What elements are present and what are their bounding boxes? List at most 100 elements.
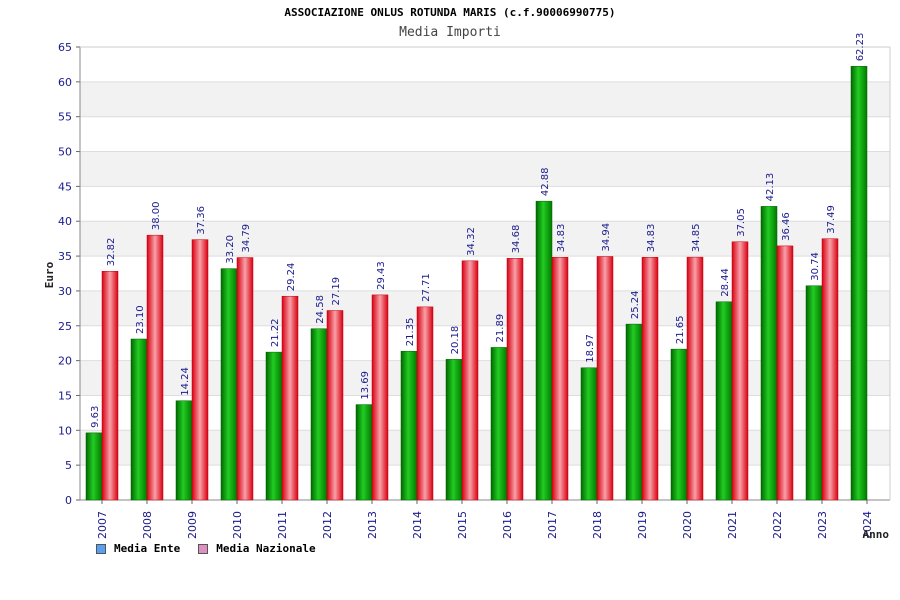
x-tick-label: 2017 [546,511,559,539]
data-label: 24.58 [315,295,326,324]
bar-ente [490,347,508,501]
bar-nazionale [281,295,299,501]
data-label: 34.83 [556,224,567,253]
x-tick-label: 2015 [456,511,469,539]
x-tick-label: 2018 [591,511,604,539]
data-label: 62.23 [855,33,866,62]
chart-title: ASSOCIAZIONE ONLUS ROTUNDA MARIS (c.f.90… [284,6,616,19]
data-label: 29.43 [376,261,387,290]
data-label: 13.69 [360,371,371,400]
bar-nazionale [551,257,569,501]
y-tick-label: 65 [58,41,72,54]
legend-swatch-nazionale [198,543,209,554]
data-label: 21.22 [270,318,281,347]
data-label: 42.13 [765,173,776,202]
bar-nazionale [371,294,389,501]
plot-band [80,151,890,187]
x-tick-label: 2020 [681,511,694,539]
bar-nazionale [416,306,434,501]
data-label: 34.68 [511,225,522,254]
y-tick-label: 60 [58,76,72,89]
legend-swatch-ente [96,543,106,554]
data-label: 25.24 [630,290,641,319]
bar-nazionale [776,245,794,501]
bar-ente [265,351,283,501]
x-tick-label: 2014 [411,511,424,539]
y-tick-label: 45 [58,180,72,193]
data-label: 37.36 [196,206,207,235]
data-label: 28.44 [720,268,731,297]
data-label: 21.65 [675,315,686,344]
data-label: 34.94 [601,223,612,252]
data-label: 9.63 [90,406,101,428]
data-label: 27.19 [331,277,342,306]
bar-ente [310,328,328,501]
x-tick-label: 2016 [501,511,514,539]
bar-nazionale [191,239,209,501]
y-tick-labels: 0 5 10 15 20 25 30 35 40 45 50 55 60 65 [58,41,72,507]
bar-nazionale [506,258,524,501]
plot-band [80,360,890,396]
data-label: 33.20 [225,235,236,264]
x-tick-label: 2024 [861,511,874,539]
data-label: 29.24 [286,263,297,292]
x-tick-label: 2022 [771,511,784,539]
y-tick-label: 5 [65,459,72,472]
data-label: 42.88 [540,168,551,197]
y-tick-label: 40 [58,215,72,228]
bar-nazionale [101,271,119,501]
bar-nazionale [146,234,164,501]
data-label: 23.10 [135,305,146,334]
x-tick-label: 2008 [141,511,154,539]
y-tick-label: 25 [58,320,72,333]
axes [79,46,891,501]
bar-nazionale [326,310,344,501]
y-tick-label: 0 [65,494,72,507]
x-tick-label: 2009 [186,511,199,539]
data-label: 34.85 [691,223,702,252]
plot-band [80,290,890,326]
data-labels: 9.63 32.82 23.10 38.00 14.24 37.36 33.20 34.79 2… [90,33,866,428]
x-tick-label: 2013 [366,511,379,539]
y-tick-label: 35 [58,250,72,263]
bar-ente [715,301,733,501]
y-tick-label: 20 [58,355,72,368]
bar-ente [580,367,598,501]
data-label: 27.71 [421,273,432,302]
legend-item-ente: Media Ente [96,542,180,555]
bar-ente [175,400,193,501]
legend-label-nazionale: Media Nazionale [216,542,316,555]
x-tick-label: 2010 [231,511,244,539]
bar-nazionale [236,257,254,501]
x-tick-label: 2023 [816,511,829,539]
bar-ente [535,200,553,501]
bar-ente [805,285,823,501]
x-axis-title: Anno [863,528,890,541]
bar-ente [625,323,643,501]
y-axis-title: Euro [43,261,56,288]
plot-bands [80,81,890,466]
legend-item-nazionale: Media Nazionale [198,542,316,555]
x-tick-label: 2011 [276,511,289,539]
plot-band [80,81,890,117]
x-tick-label: 2019 [636,511,649,539]
x-tick-labels: 2007 2008 2009 2010 2011 2012 2013 2014 2015 2016… [96,500,874,539]
bar-ente [445,359,463,501]
data-label: 37.49 [826,205,837,234]
data-label: 14.24 [180,367,191,396]
x-tick-label: 2007 [96,511,109,539]
bar-ente [670,348,688,501]
bar-nazionale [686,256,704,501]
data-label: 30.74 [810,252,821,281]
x-tick-label: 2012 [321,511,334,539]
plot-band [80,221,890,257]
bar-ente [130,338,148,501]
data-label: 36.46 [781,212,792,241]
y-tick-label: 10 [58,424,72,437]
bar-nazionale [641,257,659,501]
bar-ente [760,206,778,501]
data-label: 32.82 [106,238,117,267]
data-label: 37.05 [736,208,747,237]
data-label: 20.18 [450,326,461,355]
